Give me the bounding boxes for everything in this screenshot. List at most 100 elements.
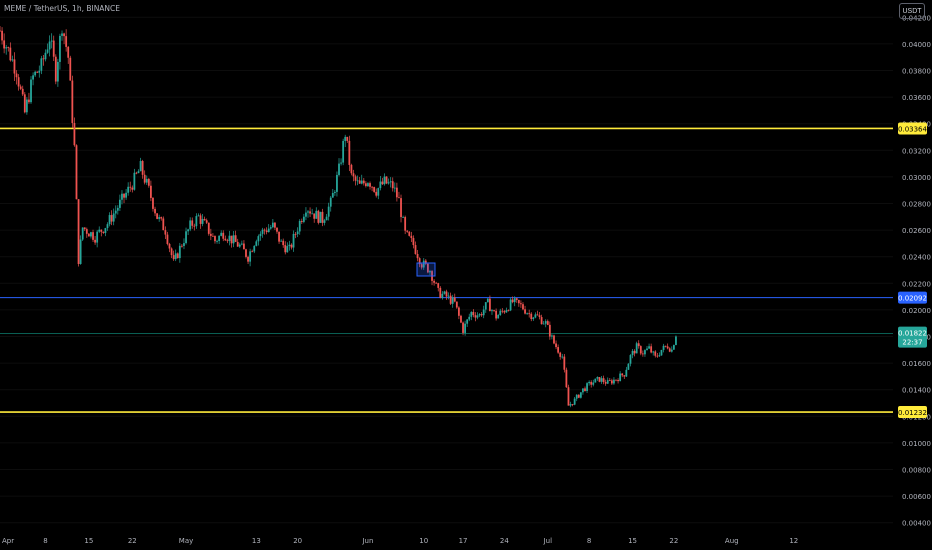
y-tick-label: 0.00600 xyxy=(902,493,931,501)
candle-body xyxy=(610,380,613,384)
candle-body xyxy=(608,380,611,382)
y-tick-label: 0.02000 xyxy=(902,307,931,315)
candle-body xyxy=(96,231,99,243)
candle-body xyxy=(323,220,326,223)
candle-body xyxy=(652,351,655,353)
candle-body xyxy=(670,349,673,352)
candle-body xyxy=(75,145,78,200)
y-tick-label: 0.03000 xyxy=(902,174,931,182)
candle-body xyxy=(220,232,223,236)
currency-button[interactable]: USDT xyxy=(899,3,925,19)
x-tick-label: 24 xyxy=(500,537,509,545)
candle-body xyxy=(526,313,529,315)
candle-body xyxy=(290,244,293,248)
time-axis[interactable]: Apr 8 15 22 May 13 20 Jun 10 17 24 Jul 8 15 22 Aug 12 xyxy=(2,537,798,545)
candle-body xyxy=(480,314,483,316)
candle-body xyxy=(373,187,376,192)
x-tick-label: Aug xyxy=(725,537,739,545)
current-price-tag xyxy=(898,326,927,348)
candle-body xyxy=(77,199,80,264)
candle-body xyxy=(164,230,167,235)
candle-body xyxy=(338,163,340,175)
chart-gridlines xyxy=(0,16,893,524)
candle-body xyxy=(271,222,274,228)
candle-body xyxy=(520,303,522,305)
candle-body xyxy=(1,30,3,41)
candle-body xyxy=(648,346,650,349)
candle-body xyxy=(633,350,636,354)
candle-body xyxy=(548,324,551,337)
candle-body xyxy=(358,180,361,184)
candle-body xyxy=(522,304,524,310)
x-tick-label: 17 xyxy=(459,537,468,545)
candle-body xyxy=(660,349,663,356)
price-axis[interactable]: 0.042000.040000.038000.036000.034000.032… xyxy=(902,14,931,527)
candle-body xyxy=(121,193,123,200)
candle-body xyxy=(617,379,619,382)
candle-body xyxy=(505,310,508,313)
candle-body xyxy=(317,210,320,223)
candle-body xyxy=(191,220,194,226)
bar-countdown-text: 22:37 xyxy=(902,339,922,347)
candle-body xyxy=(639,346,642,354)
candle-body xyxy=(538,315,541,318)
candle-body xyxy=(615,379,617,381)
candle-body xyxy=(340,162,342,164)
candle-body xyxy=(166,234,169,244)
candle-body xyxy=(584,388,586,392)
candle-body xyxy=(176,253,179,259)
candle-body xyxy=(664,345,667,347)
candle-body xyxy=(499,310,502,315)
candle-body xyxy=(296,231,299,235)
candle-body xyxy=(205,220,208,223)
candle-body xyxy=(36,71,39,73)
horizontal-levels[interactable] xyxy=(0,127,893,413)
selection-marker[interactable] xyxy=(416,262,436,277)
candle-body xyxy=(238,244,241,247)
candle-body xyxy=(292,233,295,248)
x-tick-label: Jul xyxy=(543,537,553,545)
candle-body xyxy=(269,227,272,229)
candle-body xyxy=(600,378,603,382)
y-tick-label: 0.03200 xyxy=(902,147,931,155)
candle-body xyxy=(536,314,539,316)
candle-body xyxy=(106,224,109,229)
candle-body xyxy=(251,251,254,253)
candle-body xyxy=(141,161,144,175)
candle-body xyxy=(71,80,74,124)
candle-body xyxy=(5,47,8,49)
x-tick-label: 12 xyxy=(789,537,798,545)
candle-body xyxy=(449,295,452,304)
candle-body xyxy=(311,213,314,215)
candle-body xyxy=(63,33,65,37)
candle-body xyxy=(577,394,580,398)
candle-body xyxy=(17,77,20,87)
candle-body xyxy=(189,220,192,230)
candle-body xyxy=(513,298,516,303)
candle-body xyxy=(383,176,386,185)
candle-body xyxy=(466,319,469,324)
candle-body xyxy=(342,140,345,163)
y-tick-label: 0.02400 xyxy=(902,254,931,262)
candle-body xyxy=(540,317,543,325)
candle-body xyxy=(152,197,154,209)
x-tick-label: 10 xyxy=(419,537,428,545)
candle-body xyxy=(327,206,330,217)
candle-body xyxy=(482,309,485,316)
candle-body xyxy=(305,212,307,217)
candle-body xyxy=(553,335,555,344)
candle-body xyxy=(23,94,26,113)
candle-body xyxy=(249,251,252,262)
candle-body xyxy=(7,47,10,49)
candle-body xyxy=(429,271,431,273)
candle-body xyxy=(259,233,262,237)
candle-body xyxy=(462,322,464,333)
candle-body xyxy=(579,392,582,398)
candle-body xyxy=(658,355,661,357)
candle-body xyxy=(389,181,392,183)
candle-body xyxy=(307,211,309,213)
x-tick-label: 8 xyxy=(587,537,591,545)
candle-body xyxy=(21,88,24,95)
candle-body xyxy=(470,311,473,317)
